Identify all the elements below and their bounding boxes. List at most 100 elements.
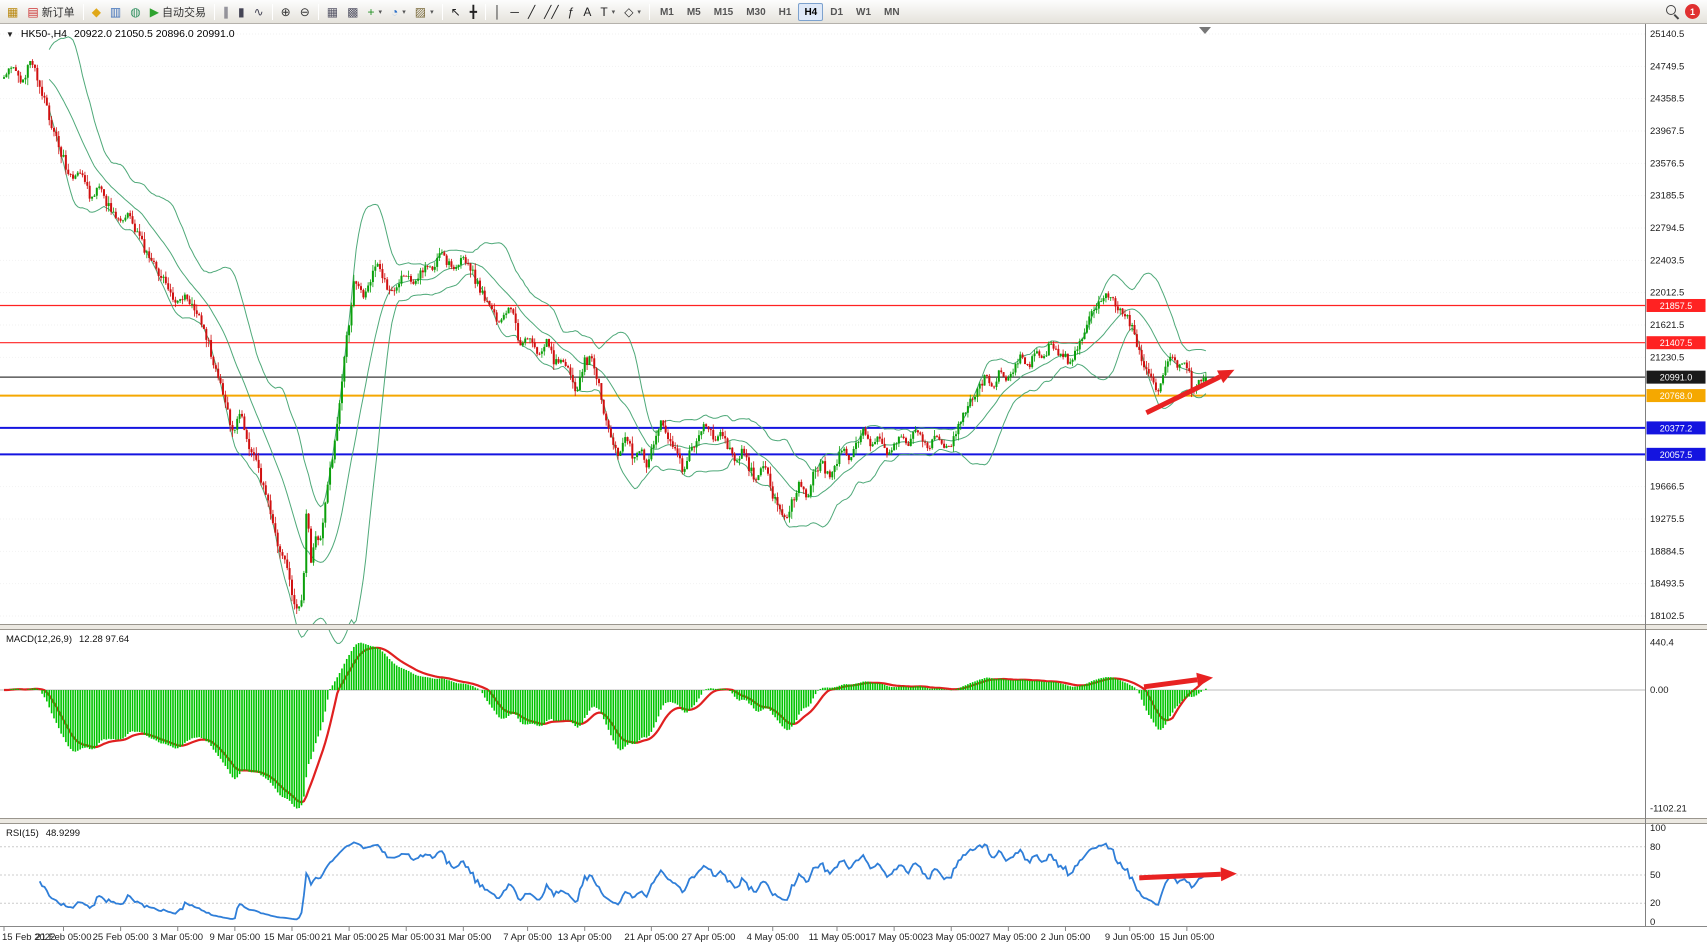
macd-tick-label: 440.4 <box>1650 638 1674 649</box>
fibonacci-icon: ƒ <box>567 4 575 19</box>
templates-icon-dropdown-icon[interactable]: ▾ <box>430 8 434 16</box>
candle-body <box>181 299 184 301</box>
market-watch-icon[interactable]: ▥ <box>106 2 125 22</box>
zoom-in-icon[interactable]: ⊕ <box>277 2 295 22</box>
candle-body <box>69 174 72 175</box>
bollinger-lower-band <box>48 108 1207 644</box>
rsi-axis: 100 80 50 20 0 <box>1650 823 1666 928</box>
rsi-arrow-annotation-shaft[interactable] <box>1139 871 1221 881</box>
candle-body <box>340 381 343 404</box>
candle-body <box>1045 355 1048 357</box>
periods-icon[interactable]: ◔ ▾ <box>387 2 410 22</box>
candle-body <box>1164 366 1167 376</box>
trend-arrow-annotation-shaft[interactable] <box>1145 374 1222 416</box>
metaquotes-community-icon: ◆ <box>91 4 101 19</box>
candle-body <box>940 439 943 444</box>
trendline-icon[interactable]: ╱ <box>524 2 539 22</box>
metaquotes-community-icon[interactable]: ◆ <box>88 2 105 22</box>
candle-body <box>693 446 696 448</box>
fibonacci-icon[interactable]: ƒ <box>564 2 579 22</box>
candle-body <box>188 299 191 305</box>
text-icon[interactable]: A <box>579 2 595 22</box>
timeframe-m15-button[interactable]: M15 <box>713 6 734 18</box>
candle-body <box>981 383 984 386</box>
templates-icon[interactable]: ▨ ▾ <box>411 2 438 22</box>
timeframe-d1-button[interactable]: D1 <box>830 6 844 18</box>
zoom-out-icon[interactable]: ⊖ <box>296 2 314 22</box>
price-badge-20377.2 <box>1646 421 1706 435</box>
timeframe-m30-button[interactable]: M30 <box>746 6 766 18</box>
notification-badge[interactable]: 1 <box>1685 4 1700 19</box>
channel-icon[interactable]: ╱╱ <box>540 2 562 22</box>
candle-body <box>650 448 653 460</box>
crosshair-icon[interactable]: ╋ <box>466 2 481 22</box>
rsi-arrow-annotation-head[interactable] <box>1220 867 1237 882</box>
indicators-icon[interactable]: + ▾ <box>363 2 386 22</box>
candle-body <box>26 65 29 78</box>
panel-divider[interactable] <box>0 624 1707 630</box>
candle-body <box>433 266 436 270</box>
cascade-windows-icon: ▩ <box>347 4 359 19</box>
candle-body <box>117 218 120 220</box>
candle-body <box>900 436 903 438</box>
candle-body <box>219 378 222 384</box>
timeframe-w1-button[interactable]: W1 <box>856 6 872 18</box>
candle-body <box>514 313 517 324</box>
timeframe-mn-button[interactable]: MN <box>884 6 900 18</box>
candle-body <box>638 451 641 454</box>
horizontal-price-lines[interactable] <box>0 304 1645 456</box>
candle-body <box>1181 363 1184 365</box>
vertical-line-icon[interactable]: │ <box>490 2 506 22</box>
timeframe-h1-button[interactable]: H1 <box>778 6 792 18</box>
line-chart-mode-icon[interactable]: ∿ <box>250 2 268 22</box>
panel-divider[interactable] <box>0 818 1707 824</box>
data-window-icon[interactable]: ◍ <box>126 2 144 22</box>
arrows-icon[interactable]: T ▾ <box>596 2 619 22</box>
tile-windows-icon[interactable]: ▦ <box>323 2 342 22</box>
candle-body <box>571 374 574 383</box>
candle-body <box>490 305 493 310</box>
candle-body <box>1176 360 1179 368</box>
timeframe-m1-button[interactable]: M1 <box>659 6 674 18</box>
new-order-button[interactable]: ▤ 新订单 <box>23 2 78 22</box>
candle-body <box>845 448 848 456</box>
candle-body <box>371 270 374 283</box>
candle-body <box>1112 297 1115 299</box>
shapes-icon[interactable]: ◇ ▾ <box>620 2 645 22</box>
cascade-windows-icon[interactable]: ▩ <box>343 2 362 22</box>
zoom-in-icon: ⊕ <box>280 4 291 19</box>
chart-canvas[interactable]: 25140.5 24749.5 24358.5 23967.5 23576.5 23185… <box>0 24 1707 943</box>
candle-body <box>866 434 869 439</box>
candle-body <box>643 449 646 460</box>
rsi-arrow-annotation[interactable] <box>1139 867 1237 882</box>
candle-body <box>1143 361 1146 368</box>
chart-shift-marker-icon[interactable] <box>1199 27 1211 34</box>
price-badge-20991.0 <box>1646 370 1706 384</box>
macd-arrow-annotation[interactable] <box>1143 672 1214 690</box>
candle-body <box>236 418 239 430</box>
candle-body <box>100 186 103 190</box>
time-tick-label: 23 May 05:00 <box>922 932 980 943</box>
horizontal-line-icon[interactable]: ─ <box>506 2 523 22</box>
auto-trading-button[interactable]: ▶ 自动交易 <box>146 2 210 22</box>
arrows-icon-dropdown-icon[interactable]: ▾ <box>611 8 616 16</box>
macd-arrow-annotation-shaft[interactable] <box>1143 677 1198 690</box>
macd-arrow-annotation-head[interactable] <box>1196 672 1214 687</box>
search-icon[interactable] <box>1665 4 1680 19</box>
timeframe-m5-button[interactable]: M5 <box>686 6 701 18</box>
candle-body <box>226 402 229 410</box>
cursor-icon[interactable]: ↖ <box>447 2 465 22</box>
periods-icon-dropdown-icon[interactable]: ▾ <box>402 8 406 16</box>
time-tick-label: 27 May 05:00 <box>980 932 1038 943</box>
indicators-icon-dropdown-icon[interactable]: ▾ <box>378 8 382 16</box>
timeframe-h4-button[interactable]: H4 <box>798 2 824 21</box>
candle-body <box>398 283 401 288</box>
trend-arrow-annotation-head[interactable] <box>1217 369 1235 384</box>
chart-window-icon[interactable]: ▦ <box>3 2 22 22</box>
bar-chart-mode-icon[interactable]: ∥ <box>219 2 233 22</box>
candlestick-mode-icon[interactable]: ▮ <box>234 2 249 22</box>
shapes-icon-dropdown-icon[interactable]: ▾ <box>637 8 641 16</box>
candle-body <box>191 303 194 305</box>
trend-arrow-annotation[interactable] <box>1145 369 1235 416</box>
